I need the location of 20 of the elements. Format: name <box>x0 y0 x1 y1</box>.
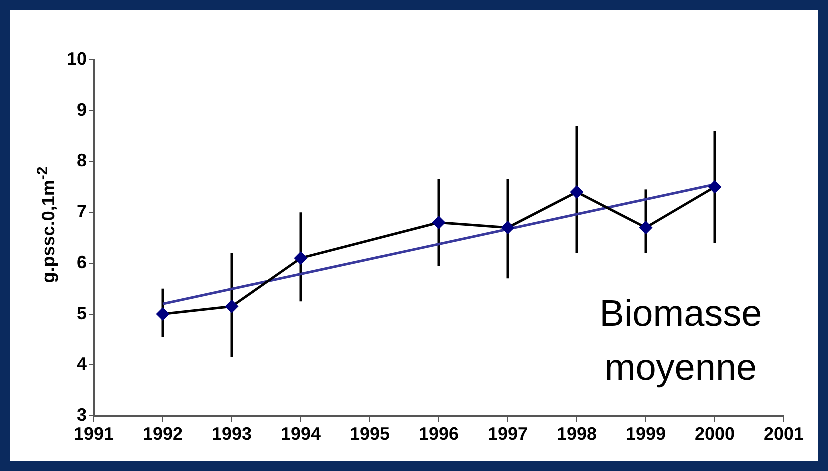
y-tick-label: 8 <box>76 150 87 171</box>
y-tick-label: 6 <box>76 252 87 272</box>
x-tick-label: 1991 <box>74 424 114 444</box>
x-tick-label: 1997 <box>488 424 528 444</box>
x-tick-label: 1999 <box>626 424 666 444</box>
x-tick-label: 2001 <box>764 424 804 444</box>
y-tick-label: 9 <box>76 100 87 120</box>
y-tick-label: 3 <box>76 404 87 425</box>
x-tick-label: 1995 <box>350 424 390 444</box>
y-tick-label: 10 <box>66 48 87 69</box>
annotation: Biomasse moyenne <box>598 292 764 390</box>
y-tick-label: 4 <box>76 354 87 374</box>
x-tick-label: 1998 <box>556 424 598 444</box>
x-tick-label: 1994 <box>280 424 322 444</box>
y-tick-label: 7 <box>76 202 87 222</box>
x-tick-label: 1993 <box>212 424 252 444</box>
x-tick-label: 2000 <box>694 424 736 444</box>
x-tick-label: 1992 <box>142 424 184 444</box>
x-tick-label: 1996 <box>418 424 460 444</box>
y-tick-label: 5 <box>76 303 87 324</box>
